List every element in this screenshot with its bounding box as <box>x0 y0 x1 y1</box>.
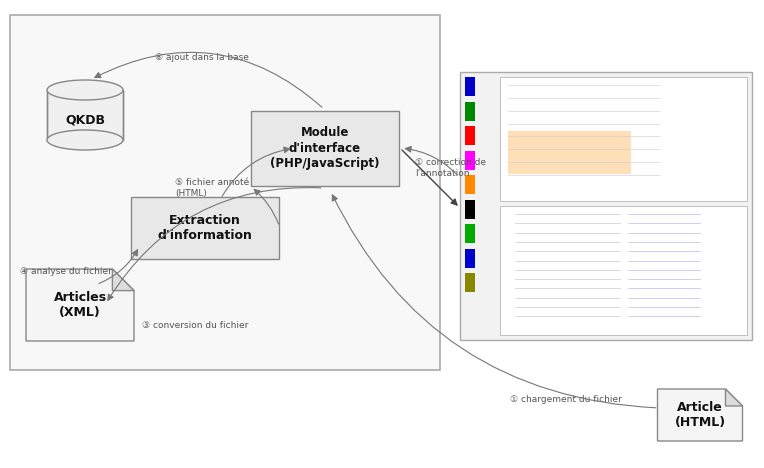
FancyBboxPatch shape <box>465 77 475 96</box>
Text: ⑥ ajout dans la base: ⑥ ajout dans la base <box>155 52 249 61</box>
FancyBboxPatch shape <box>251 110 399 185</box>
Polygon shape <box>726 389 743 406</box>
Ellipse shape <box>47 130 123 150</box>
FancyBboxPatch shape <box>500 206 747 335</box>
FancyBboxPatch shape <box>465 175 475 194</box>
Text: ① chargement du fichier: ① chargement du fichier <box>510 395 622 404</box>
Polygon shape <box>658 389 743 441</box>
Polygon shape <box>26 269 134 341</box>
FancyBboxPatch shape <box>465 224 475 243</box>
Text: ⑤ fichier annoté
(HTML): ⑤ fichier annoté (HTML) <box>175 178 249 197</box>
FancyBboxPatch shape <box>465 249 475 268</box>
FancyBboxPatch shape <box>500 77 747 201</box>
Polygon shape <box>112 269 134 291</box>
Ellipse shape <box>47 80 123 100</box>
FancyBboxPatch shape <box>460 72 752 340</box>
FancyBboxPatch shape <box>465 151 475 170</box>
FancyBboxPatch shape <box>10 15 440 370</box>
Text: Article
(HTML): Article (HTML) <box>675 401 726 429</box>
FancyBboxPatch shape <box>465 102 475 121</box>
FancyBboxPatch shape <box>131 197 279 259</box>
Text: Extraction
d'information: Extraction d'information <box>157 214 252 242</box>
Text: ④ analyse du fichier: ④ analyse du fichier <box>20 268 112 277</box>
FancyBboxPatch shape <box>47 90 123 140</box>
FancyBboxPatch shape <box>508 131 630 174</box>
FancyBboxPatch shape <box>465 199 475 219</box>
FancyBboxPatch shape <box>465 126 475 146</box>
Text: Module
d'interface
(PHP/JavaScript): Module d'interface (PHP/JavaScript) <box>270 126 380 169</box>
Text: ③ conversion du fichier: ③ conversion du fichier <box>142 321 248 329</box>
FancyBboxPatch shape <box>465 273 475 292</box>
Text: QKDB: QKDB <box>65 114 105 126</box>
Text: ① correction de
l’annotation: ① correction de l’annotation <box>415 158 486 178</box>
Text: Articles
(XML): Articles (XML) <box>53 291 106 319</box>
